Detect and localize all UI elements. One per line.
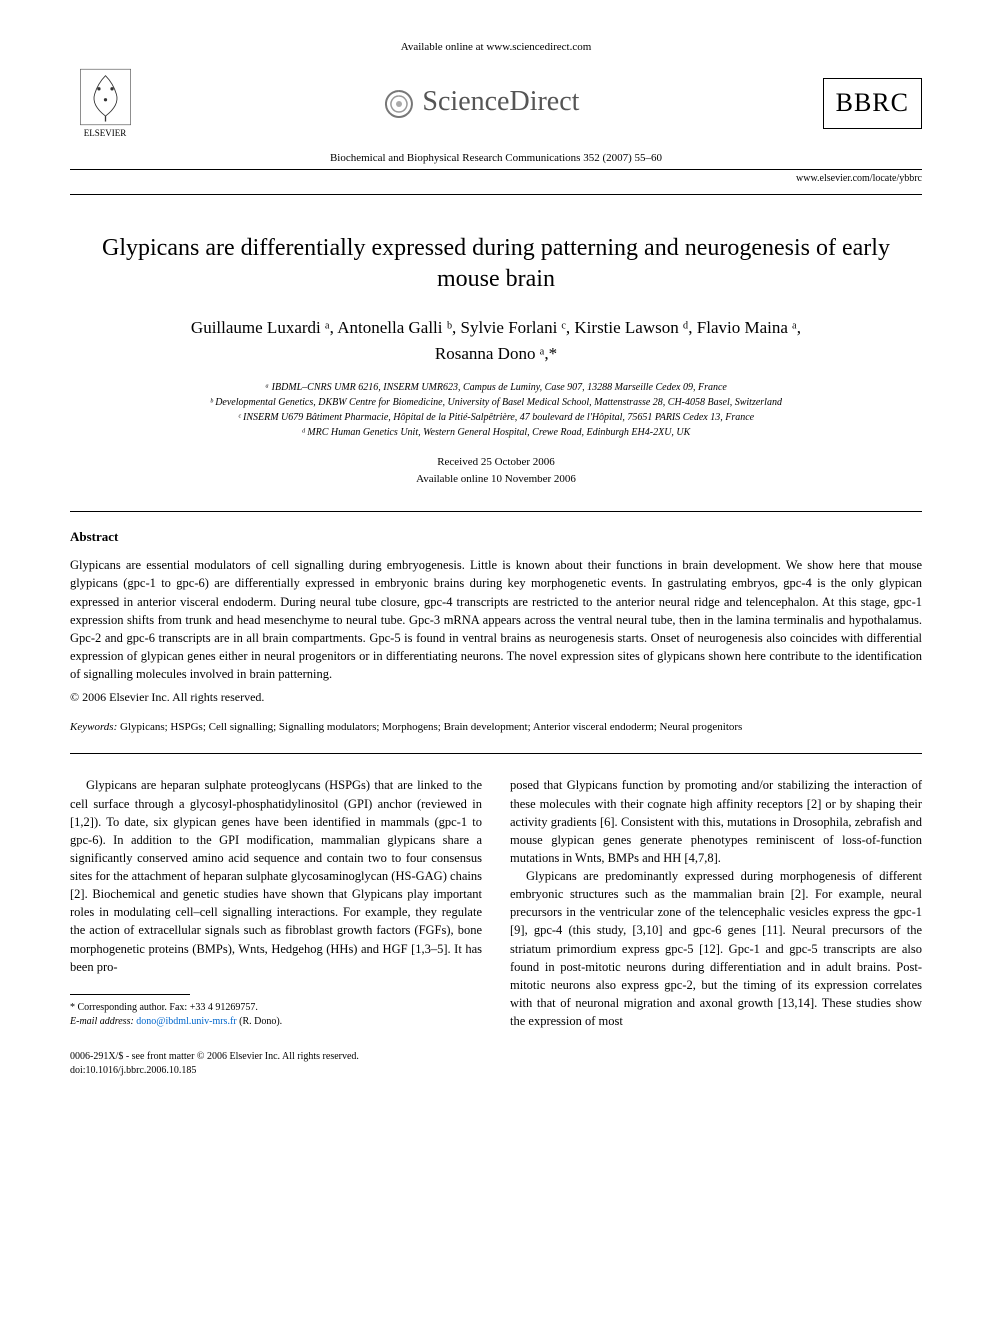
- body-p1-left: Glypicans are heparan sulphate proteogly…: [70, 776, 482, 975]
- authors-line-1: Guillaume Luxardi ᵃ, Antonella Galli ᵇ, …: [70, 315, 922, 341]
- body-p2-right: Glypicans are predominantly expressed du…: [510, 867, 922, 1030]
- bbrc-logo: BBRC: [823, 78, 922, 128]
- authors-block: Guillaume Luxardi ᵃ, Antonella Galli ᵇ, …: [70, 315, 922, 366]
- abstract-heading: Abstract: [70, 528, 922, 546]
- affiliation-b: ᵇ Developmental Genetics, DKBW Centre fo…: [70, 395, 922, 410]
- sciencedirect-swirl-icon: [383, 88, 415, 125]
- doi-line: doi:10.1016/j.bbrc.2006.10.185: [70, 1064, 359, 1078]
- header-logos-row: ELSEVIER ScienceDirect BBRC: [70, 63, 922, 143]
- elsevier-label: ELSEVIER: [84, 127, 127, 140]
- keywords-text: Glypicans; HSPGs; Cell signalling; Signa…: [117, 721, 742, 733]
- body-columns: Glypicans are heparan sulphate proteogly…: [70, 776, 922, 1030]
- received-date: Received 25 October 2006: [70, 454, 922, 471]
- sciencedirect-logo: ScienceDirect: [140, 82, 823, 126]
- online-date: Available online 10 November 2006: [70, 471, 922, 488]
- journal-url: www.elsevier.com/locate/ybbrc: [70, 172, 922, 186]
- abstract-copyright: © 2006 Elsevier Inc. All rights reserved…: [70, 689, 922, 706]
- dates-block: Received 25 October 2006 Available onlin…: [70, 454, 922, 487]
- affiliation-a: ᵃ IBDML–CNRS UMR 6216, INSERM UMR623, Ca…: [70, 380, 922, 395]
- page-footer: 0006-291X/$ - see front matter © 2006 El…: [70, 1050, 922, 1078]
- footnote-separator: [70, 994, 190, 995]
- article-title: Glypicans are differentially expressed d…: [70, 233, 922, 295]
- email-suffix: (R. Dono).: [237, 1016, 283, 1027]
- abstract-text: Glypicans are essential modulators of ce…: [70, 556, 922, 683]
- body-p1-right: posed that Glypicans function by promoti…: [510, 776, 922, 867]
- keywords-label: Keywords:: [70, 721, 117, 733]
- affiliations-block: ᵃ IBDML–CNRS UMR 6216, INSERM UMR623, Ca…: [70, 380, 922, 440]
- available-online-text: Available online at www.sciencedirect.co…: [70, 40, 922, 55]
- footer-left: 0006-291X/$ - see front matter © 2006 El…: [70, 1050, 359, 1078]
- email-address[interactable]: dono@ibdml.univ-mrs.fr: [136, 1016, 236, 1027]
- footnote-block: * Corresponding author. Fax: +33 4 91269…: [70, 1001, 482, 1029]
- body-column-right: posed that Glypicans function by promoti…: [510, 776, 922, 1030]
- sciencedirect-text: ScienceDirect: [422, 86, 579, 117]
- affiliation-d: ᵈ MRC Human Genetics Unit, Western Gener…: [70, 425, 922, 440]
- journal-citation: Biochemical and Biophysical Research Com…: [70, 151, 922, 166]
- email-line: E-mail address: dono@ibdml.univ-mrs.fr (…: [70, 1015, 482, 1029]
- issn-line: 0006-291X/$ - see front matter © 2006 El…: [70, 1050, 359, 1064]
- abstract-rule-top: [70, 511, 922, 512]
- abstract-rule-bottom: [70, 753, 922, 754]
- authors-line-2: Rosanna Dono ᵃ,*: [70, 341, 922, 367]
- elsevier-logo: ELSEVIER: [70, 63, 140, 143]
- header-rule-2: [70, 194, 922, 195]
- email-label: E-mail address:: [70, 1016, 136, 1027]
- header-rule-1: [70, 169, 922, 170]
- affiliation-c: ᶜ INSERM U679 Bâtiment Pharmacie, Hôpita…: [70, 410, 922, 425]
- corresponding-author-note: * Corresponding author. Fax: +33 4 91269…: [70, 1001, 482, 1015]
- body-column-left: Glypicans are heparan sulphate proteogly…: [70, 776, 482, 1030]
- elsevier-tree-icon: [78, 67, 133, 127]
- keywords-line: Keywords: Glypicans; HSPGs; Cell signall…: [70, 720, 922, 735]
